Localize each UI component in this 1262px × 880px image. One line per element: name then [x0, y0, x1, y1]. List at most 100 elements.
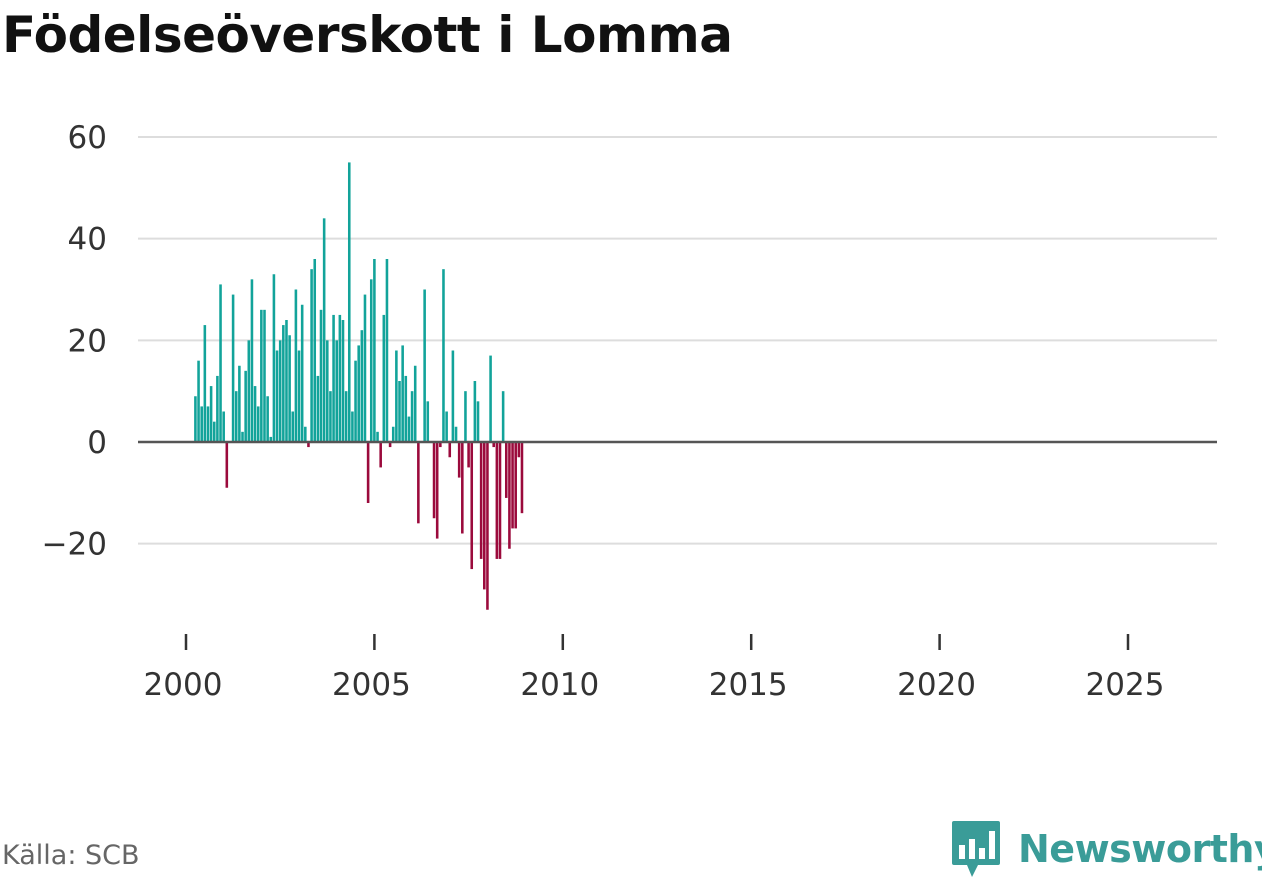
bar-positive [200, 406, 203, 442]
bar-positive [288, 335, 291, 442]
bars [194, 162, 524, 610]
bar-positive [344, 391, 348, 442]
bar-positive [451, 350, 455, 442]
bar-positive [329, 391, 332, 442]
bar-positive [413, 365, 417, 442]
bar-positive [269, 436, 273, 442]
bar-positive [426, 401, 430, 442]
bar-positive [360, 330, 364, 442]
bar-positive [231, 294, 235, 442]
bar-positive [410, 391, 414, 442]
bar-negative [492, 442, 495, 448]
bar-negative [483, 442, 486, 590]
bar-positive [194, 396, 197, 442]
bar-positive [332, 314, 335, 442]
bar-positive [454, 426, 458, 442]
gridlines [138, 136, 1217, 545]
bar-positive [253, 386, 257, 442]
bar-positive [369, 279, 373, 442]
bar-positive [197, 360, 200, 442]
bar-negative [307, 442, 310, 448]
bar-positive [316, 375, 320, 442]
bar-positive [282, 325, 285, 442]
bar-positive [373, 259, 376, 442]
bar-positive [445, 411, 448, 442]
x-tick-label: 2010 [520, 667, 599, 703]
bar-positive [326, 340, 329, 442]
bar-negative [457, 442, 461, 478]
bar-positive [338, 314, 342, 442]
bar-positive [244, 370, 247, 442]
bar-positive [335, 340, 338, 442]
bar-negative [366, 442, 370, 503]
bar-positive [222, 411, 225, 442]
bar-positive [385, 259, 389, 442]
bar-negative [461, 442, 464, 534]
source-note: Källa: SCB [2, 840, 140, 871]
bar-negative [486, 442, 489, 610]
bar-negative [498, 442, 502, 559]
bar-positive [285, 320, 288, 442]
bar-positive [219, 284, 222, 442]
bar-positive [351, 411, 354, 442]
bar-negative [504, 442, 508, 498]
bar-positive [304, 426, 307, 442]
bar-negative [511, 442, 514, 529]
bar-positive [256, 406, 260, 442]
y-tick-label: 60 [68, 120, 107, 156]
bar-positive [250, 279, 254, 442]
x-tick-label: 2020 [897, 667, 976, 703]
bar-positive [473, 381, 477, 442]
bar-positive [209, 386, 213, 442]
bar-positive [241, 431, 244, 442]
bar-negative [520, 442, 524, 514]
bar-negative [417, 442, 420, 524]
brand-name: Newsworthy [1018, 827, 1262, 871]
bar-negative [379, 442, 382, 468]
y-tick-label: 40 [68, 222, 107, 258]
brand-logo[interactable]: Newsworthy [950, 818, 1262, 880]
bar-negative [479, 442, 483, 559]
bar-positive [216, 375, 219, 442]
bar-positive [278, 340, 282, 442]
bar-positive [297, 350, 301, 442]
x-tick-label: 2005 [332, 667, 411, 703]
bar-negative [467, 442, 470, 468]
bar-positive [476, 401, 480, 442]
bar-positive [442, 269, 445, 442]
bar-positive [319, 309, 323, 442]
bar-positive [203, 325, 207, 442]
bar-positive [300, 304, 304, 442]
bar-negative [225, 442, 229, 488]
bar-positive [266, 396, 269, 442]
bar-positive [398, 381, 401, 442]
bar-positive [382, 314, 386, 442]
x-tick-label: 2025 [1086, 667, 1165, 703]
bar-negative [470, 442, 474, 570]
bar-positive [291, 411, 295, 442]
bar-positive [357, 345, 360, 442]
bar-positive [206, 406, 210, 442]
bar-positive [464, 391, 467, 442]
bar-positive [363, 294, 367, 442]
bar-positive [404, 375, 408, 442]
x-tick-label: 2000 [144, 667, 223, 703]
bar-negative [495, 442, 499, 559]
bar-negative [517, 442, 521, 458]
bar-positive [401, 345, 404, 442]
bar-negative [432, 442, 436, 519]
bar-negative [439, 442, 442, 448]
bar-positive [234, 391, 238, 442]
bar-negative [448, 442, 452, 458]
bar-negative [508, 442, 511, 549]
bar-positive [501, 391, 505, 442]
bar-positive [263, 309, 266, 442]
bar-positive [391, 426, 395, 442]
bar-positive [395, 350, 398, 442]
bar-positive [260, 309, 263, 442]
bar-positive [272, 274, 276, 442]
bar-positive [376, 431, 379, 442]
bar-positive [313, 259, 317, 442]
bar-positive [489, 355, 492, 442]
y-tick-label: 20 [68, 323, 107, 359]
